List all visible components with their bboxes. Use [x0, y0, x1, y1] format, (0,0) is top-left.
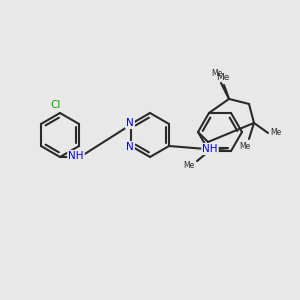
Text: Me: Me [212, 69, 223, 78]
Text: Me: Me [183, 160, 195, 169]
Text: NH: NH [202, 144, 218, 154]
Text: N: N [126, 142, 134, 152]
Text: Me: Me [216, 74, 230, 82]
Text: N: N [126, 118, 134, 128]
Text: Cl: Cl [51, 100, 61, 110]
Text: Me: Me [239, 142, 250, 152]
Text: Me: Me [270, 128, 282, 137]
Text: NH: NH [68, 151, 84, 161]
